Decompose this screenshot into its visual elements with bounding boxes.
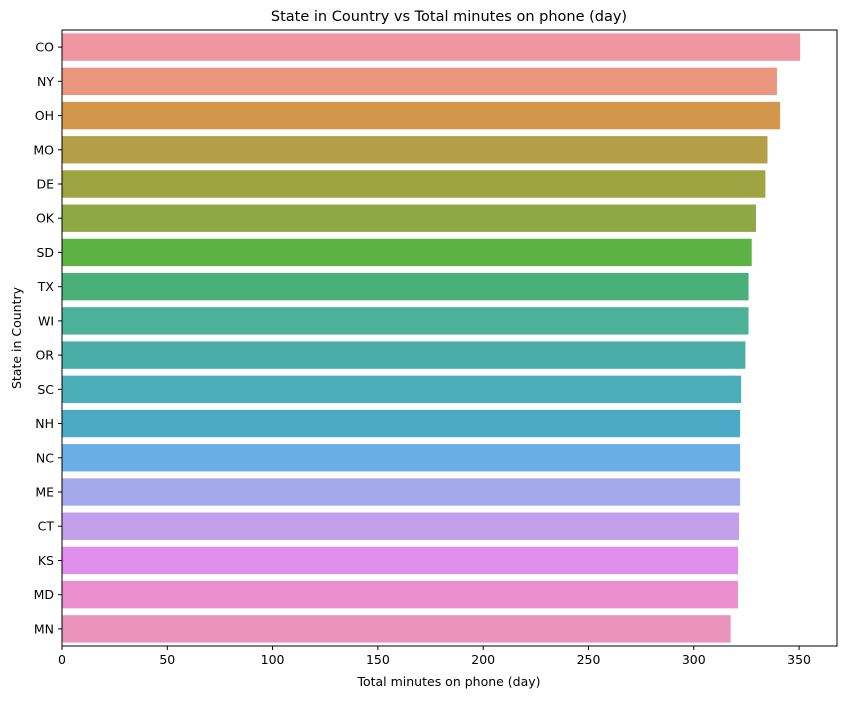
bar-nh bbox=[62, 409, 741, 438]
x-tick-label: 350 bbox=[787, 652, 811, 667]
x-tick-label: 200 bbox=[471, 652, 495, 667]
x-tick-label: 0 bbox=[58, 652, 66, 667]
y-tick-label: OK bbox=[36, 211, 55, 226]
bar-sc bbox=[62, 375, 742, 404]
y-tick-label: SC bbox=[37, 382, 54, 397]
bars-group bbox=[62, 33, 801, 643]
bar-ks bbox=[62, 546, 739, 575]
x-tick-label: 100 bbox=[261, 652, 285, 667]
bar-oh bbox=[62, 101, 781, 130]
y-tick-label: KS bbox=[38, 553, 54, 568]
y-tick-label: WI bbox=[38, 313, 54, 328]
bar-co bbox=[62, 33, 801, 61]
y-tick-label: NY bbox=[37, 74, 54, 89]
x-tick-label: 150 bbox=[366, 652, 390, 667]
y-tick-label: NH bbox=[35, 416, 54, 431]
bar-me bbox=[62, 478, 741, 506]
plot-frame bbox=[61, 29, 838, 647]
y-tick-label: MN bbox=[34, 621, 54, 636]
bar-or bbox=[62, 341, 746, 369]
bar-ct bbox=[62, 512, 740, 540]
x-axis-label: Total minutes on phone (day) bbox=[356, 674, 540, 689]
bar-md bbox=[62, 580, 739, 609]
bar-nc bbox=[62, 444, 741, 472]
y-tick-label: CO bbox=[35, 40, 54, 55]
y-axis-label: State in Country bbox=[9, 286, 24, 389]
y-tick-label: NC bbox=[36, 450, 54, 465]
y-tick-label: MO bbox=[33, 142, 54, 157]
chart-title: State in Country vs Total minutes on pho… bbox=[271, 9, 627, 25]
bar-ok bbox=[62, 204, 756, 232]
y-tick-label: DE bbox=[36, 177, 54, 192]
y-tick-label: ME bbox=[35, 485, 54, 500]
x-tick-label: 250 bbox=[577, 652, 601, 667]
bar-mn bbox=[62, 615, 731, 643]
bar-tx bbox=[62, 272, 749, 301]
bar-ny bbox=[62, 67, 777, 96]
y-axis-ticks: CO NY OH MO DE OK SD TX WI OR SC NH NC ME CT KS MD MN bbox=[33, 40, 62, 636]
y-tick-label: OR bbox=[35, 348, 54, 363]
bar-de bbox=[62, 170, 766, 198]
y-tick-label: CT bbox=[38, 519, 55, 534]
x-axis-ticks: 0 50 100 150 200 250 300 350 bbox=[58, 646, 811, 667]
bar-mo bbox=[62, 136, 768, 164]
bar-sd bbox=[62, 238, 752, 267]
bar-wi bbox=[62, 307, 749, 335]
y-tick-label: SD bbox=[36, 245, 54, 260]
y-tick-label: TX bbox=[37, 279, 55, 294]
y-tick-label: MD bbox=[34, 587, 54, 602]
y-tick-label: OH bbox=[35, 108, 54, 123]
x-tick-label: 300 bbox=[682, 652, 706, 667]
x-tick-label: 50 bbox=[159, 652, 175, 667]
